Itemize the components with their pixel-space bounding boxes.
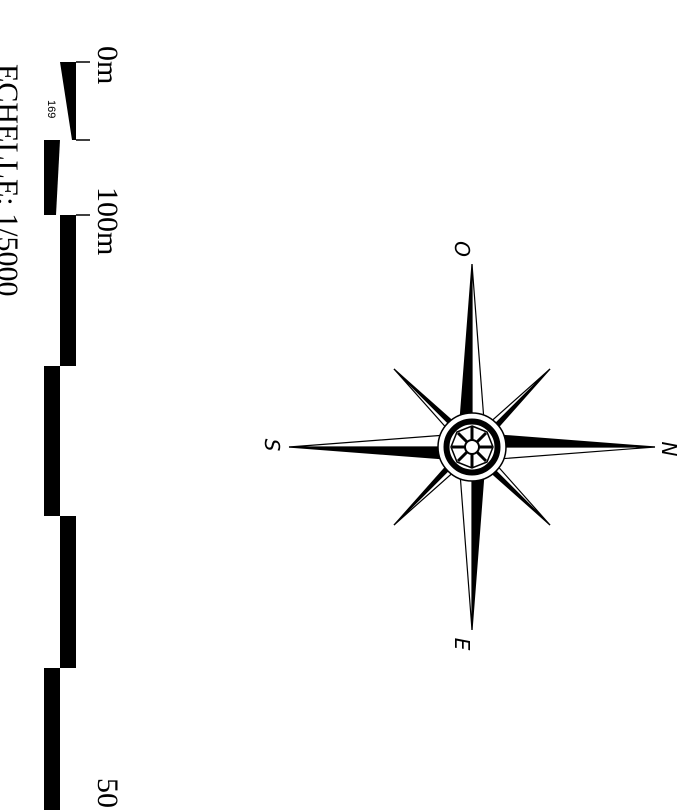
- scale-label-start: 0m: [91, 46, 124, 84]
- compass-rose: O E N S: [260, 241, 681, 651]
- scale-bar: 0m 100m 50 169 ECHELLE: 1/5000: [0, 46, 124, 810]
- compass-center: [437, 412, 507, 482]
- scale-ratio-text: ECHELLE: 1/5000: [0, 64, 24, 296]
- compass-label-east: E: [450, 638, 474, 651]
- scale-bar-ticks: [76, 61, 90, 216]
- scale-label-end: 50: [91, 778, 124, 808]
- compass-label-south: S: [260, 439, 284, 452]
- compass-cardinal-points: [288, 263, 656, 631]
- scale-bar-segments: [44, 62, 76, 810]
- scale-segment-marker: 169: [45, 100, 57, 118]
- compass-label-north: N: [657, 442, 681, 457]
- scale-label-mid: 100m: [91, 187, 124, 255]
- compass-label-west: O: [450, 241, 474, 257]
